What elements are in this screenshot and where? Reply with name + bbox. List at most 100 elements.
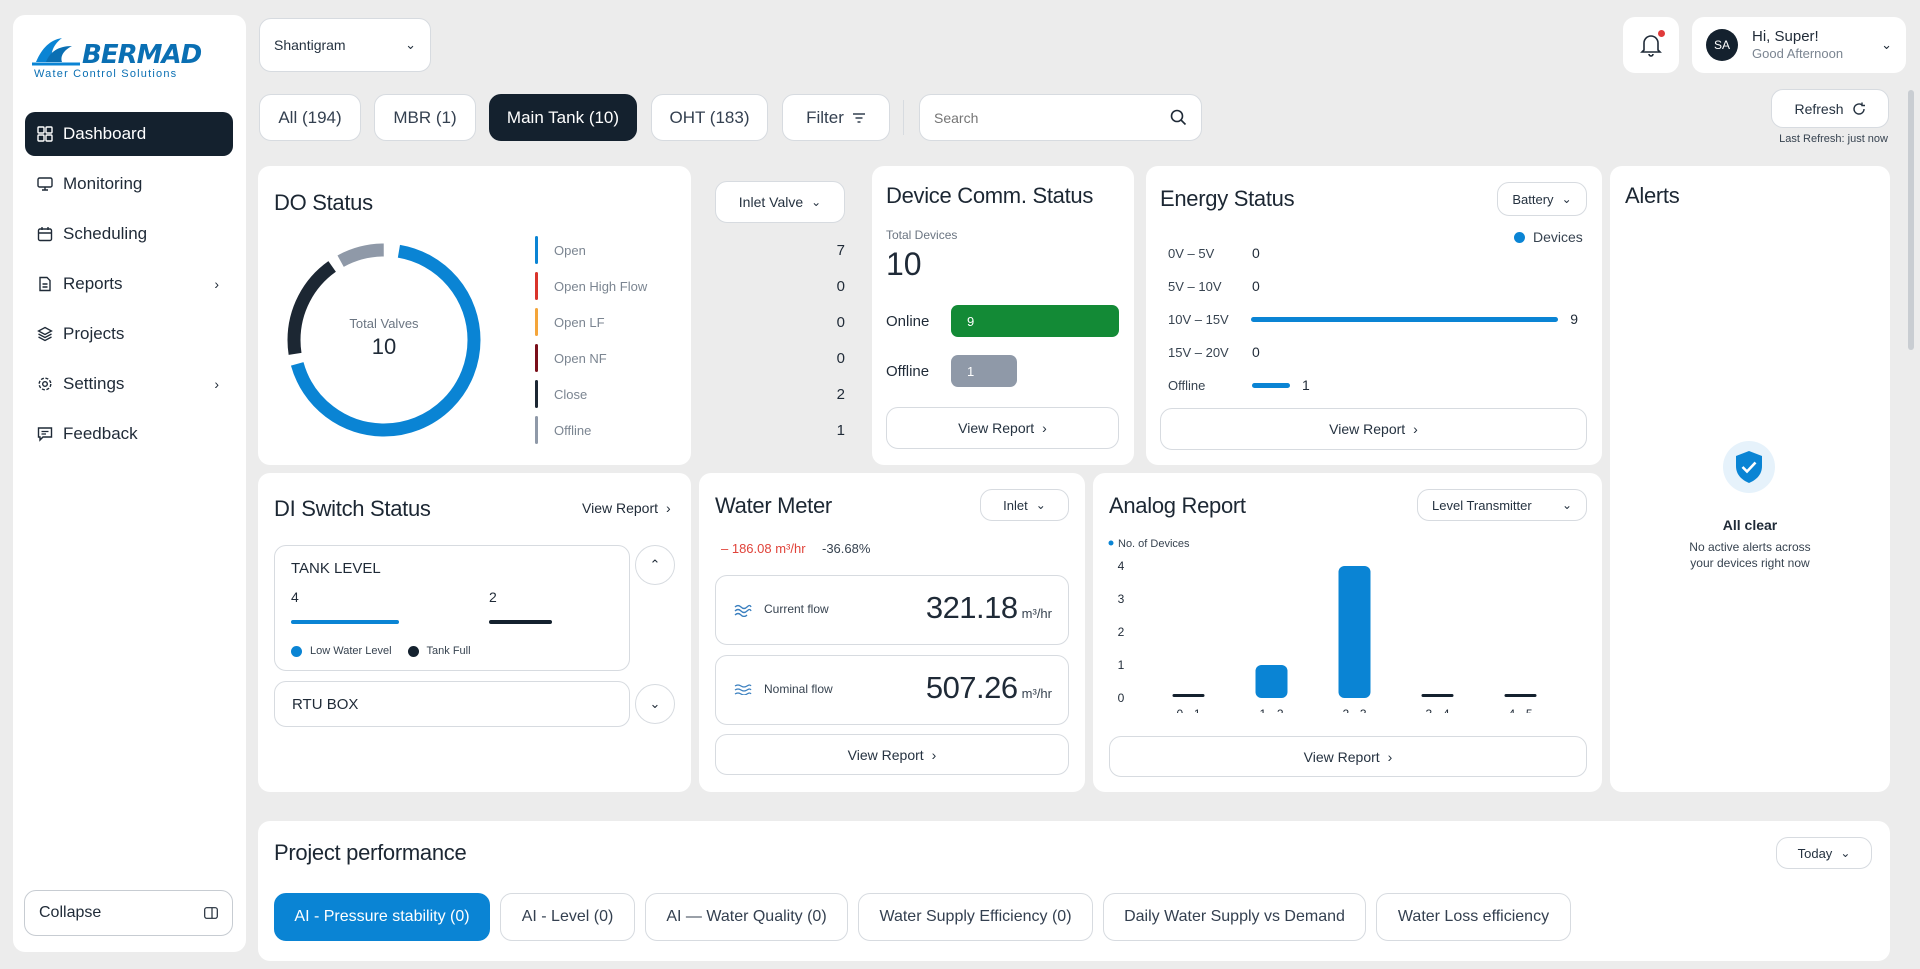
legend-label: Open LF [554,314,605,330]
online-value: 9 [967,313,975,329]
filter-icon [852,112,865,123]
device-comm-view-report-button[interactable]: View Report › [886,407,1119,449]
donut-center-label: Total Valves [349,316,419,331]
tab-label: All (194) [278,107,342,127]
donut-segment-open [287,243,481,437]
tank-full-bar [489,620,552,624]
energy-select[interactable]: Battery ⌄ [1497,182,1587,216]
tank-level-panel [274,545,630,671]
tab-label: AI — Water Quality (0) [666,908,827,925]
notification-button[interactable] [1623,17,1679,73]
tab-pressure-stability[interactable]: AI - Pressure stability (0) [274,893,490,941]
tab-water-loss-efficiency[interactable]: Water Loss efficiency [1376,893,1571,941]
tab-main-tank[interactable]: Main Tank (10) [489,94,637,141]
water-meter-select[interactable]: Inlet ⌄ [980,489,1069,521]
legend-value: 0 [836,349,845,367]
y-tick-label: 4 [1118,559,1125,573]
x-tick-label: 4 - 5 [1508,707,1532,713]
legend-swatch [535,308,538,336]
tab-water-quality[interactable]: AI — Water Quality (0) [645,893,848,941]
tab-label: MBR (1) [393,107,457,127]
energy-row-label: 5V – 10V [1168,278,1222,294]
sidebar-item-settings[interactable]: Settings › [25,362,233,406]
bar [1421,694,1454,697]
tab-label: AI - Level (0) [521,908,614,925]
site-select[interactable]: Shantigram ⌄ [259,18,431,72]
legend-row-offline: Offline 1 [535,416,845,444]
tab-label: AI - Pressure stability (0) [294,908,470,925]
current-flow-value: 321.18 [925,590,1018,625]
project-performance-title: Project performance [274,840,467,865]
search-icon[interactable] [1170,109,1187,126]
legend-value: 2 [836,385,845,403]
bar [1338,566,1371,698]
di-switch-view-report-link[interactable]: View Report › [582,500,671,516]
view-report-label: View Report [582,500,659,516]
sidebar-item-monitoring[interactable]: Monitoring [25,162,233,206]
tank-level-collapse-button[interactable]: ⌃ [635,545,675,585]
analog-select[interactable]: Level Transmitter ⌄ [1417,489,1587,521]
tank-legend: Low Water Level Tank Full [291,645,471,657]
x-tick-label: 2 - 3 [1342,707,1366,713]
legend-row-open-lf: Open LF 0 [535,308,845,336]
chevron-right-icon: › [931,746,937,763]
sidebar-item-label: Dashboard [63,124,147,143]
tab-level[interactable]: AI - Level (0) [500,893,635,941]
offline-value: 1 [967,363,975,379]
tab-mbr[interactable]: MBR (1) [374,94,476,141]
message-icon [37,427,53,442]
rtu-box-panel[interactable]: RTU BOX [274,681,630,727]
alerts-message-line2: your devices right now [1690,556,1810,570]
performance-period-select[interactable]: Today ⌄ [1776,837,1872,869]
tab-water-supply-efficiency[interactable]: Water Supply Efficiency (0) [858,893,1093,941]
chevron-right-icon: › [1042,420,1047,436]
current-flow-unit: m³/hr [1021,606,1052,621]
energy-status-title: Energy Status [1160,186,1295,211]
energy-row-value: 0 [1252,245,1260,261]
di-switch-title: DI Switch Status [274,496,431,521]
user-menu[interactable]: SA Hi, Super! Good Afternoon ⌄ [1692,17,1906,73]
page-scrollbar[interactable] [1908,90,1914,350]
donut-center-value: 10 [371,334,397,359]
calendar-icon [37,227,53,242]
do-status-select[interactable]: Inlet Valve ⌄ [715,181,845,223]
view-report-label: View Report [958,420,1035,436]
chevron-right-icon: › [214,276,219,292]
tab-oht[interactable]: OHT (183) [651,94,768,141]
legend-label: Open NF [554,350,607,366]
greeting: Hi, Super! [1752,27,1819,45]
bar [1172,694,1205,697]
sidebar-item-reports[interactable]: Reports › [25,262,233,306]
sidebar-item-dashboard[interactable]: Dashboard [25,112,233,156]
sidebar [13,15,246,952]
sidebar-item-scheduling[interactable]: Scheduling [25,212,233,256]
refresh-button[interactable]: Refresh [1771,89,1889,128]
legend-value: 7 [836,241,845,259]
tab-all[interactable]: All (194) [259,94,361,141]
sidebar-item-feedback[interactable]: Feedback [25,412,233,456]
energy-row-label: 0V – 5V [1168,245,1215,261]
filter-button[interactable]: Filter [782,94,890,141]
rtu-box-expand-button[interactable]: ⌄ [635,684,675,724]
analog-view-report-button[interactable]: View Report › [1109,736,1587,777]
valves-donut-chart [287,243,481,437]
legend-dot [407,645,419,657]
energy-legend: Devices [1514,229,1583,245]
energy-bar [1251,316,1559,322]
search-input[interactable] [934,109,1170,126]
chevron-right-icon: › [1387,748,1393,765]
nominal-flow-readout: 507.26 m³/hr [926,670,1052,706]
brand-logo[interactable]: BERMAD Water Control Solutions [32,28,207,80]
chevron-right-icon: › [666,500,671,516]
tab-daily-water-supply[interactable]: Daily Water Supply vs Demand [1103,893,1366,941]
sidebar-item-projects[interactable]: Projects [25,312,233,356]
energy-row-value: 9 [1570,311,1578,327]
view-report-label: View Report [1303,748,1380,765]
energy-row: 10V – 15V 9 [1168,309,1578,329]
collapse-button[interactable]: Collapse [24,890,233,936]
sidebar-toggle-icon [204,907,218,919]
water-meter-view-report-button[interactable]: View Report › [715,734,1069,775]
energy-view-report-button[interactable]: View Report › [1160,408,1587,450]
energy-row-value: 1 [1302,377,1310,393]
search-box[interactable] [919,94,1202,141]
